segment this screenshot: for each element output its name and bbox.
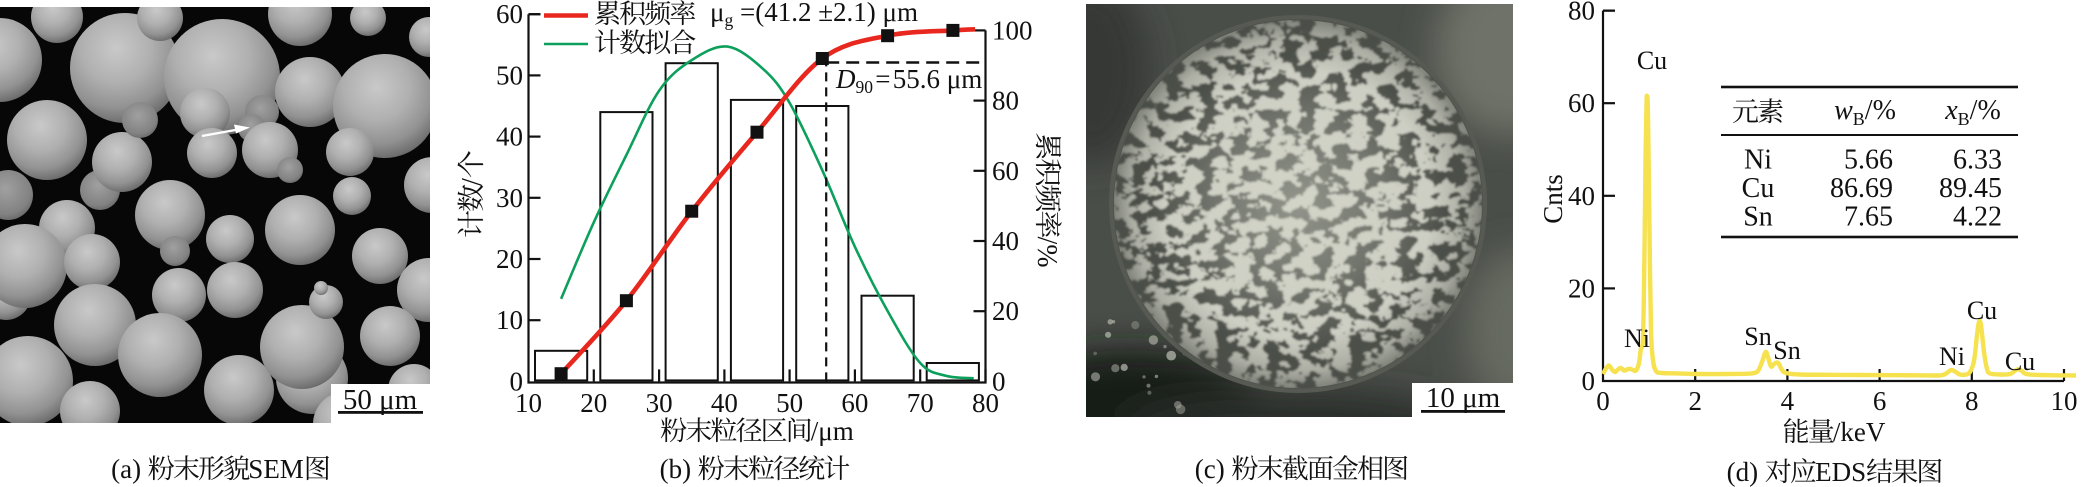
svg-text:10 μm: 10 μm — [1426, 382, 1501, 414]
svg-text:(c): (c) — [1195, 454, 1225, 484]
svg-text:60: 60 — [841, 388, 868, 418]
svg-text:Ni: Ni — [1939, 342, 1965, 371]
svg-text:SEM: SEM — [248, 454, 304, 484]
svg-text:wB/%: wB/% — [1834, 95, 1896, 129]
svg-text:5.66: 5.66 — [1844, 145, 1893, 176]
svg-text:Cu: Cu — [1967, 296, 1997, 325]
svg-text:50 μm: 50 μm — [343, 384, 418, 416]
svg-text:/: / — [457, 178, 488, 186]
svg-text:30: 30 — [646, 388, 673, 418]
svg-text:20: 20 — [496, 244, 523, 274]
svg-text:6: 6 — [1873, 386, 1887, 416]
svg-text:xB/%: xB/% — [1944, 95, 2001, 129]
svg-text:10: 10 — [2051, 386, 2078, 416]
svg-text:0: 0 — [1596, 386, 1610, 416]
svg-text:6.33: 6.33 — [1953, 145, 2002, 176]
svg-text:50: 50 — [776, 388, 803, 418]
svg-text:(a): (a) — [111, 454, 141, 484]
svg-text:Ni: Ni — [1744, 145, 1772, 176]
svg-text:(d): (d) — [1727, 457, 1758, 487]
svg-text:4.22: 4.22 — [1953, 202, 2002, 233]
svg-text:8: 8 — [1965, 386, 1979, 416]
svg-text:50: 50 — [496, 60, 523, 90]
svg-text:60: 60 — [496, 0, 523, 29]
svg-text:Sn: Sn — [1773, 336, 1800, 365]
svg-text:Cu: Cu — [1637, 46, 1667, 75]
svg-text:20: 20 — [992, 296, 1019, 326]
svg-text:/%: /% — [1031, 237, 1062, 268]
svg-text:40: 40 — [992, 226, 1019, 256]
svg-text:100: 100 — [992, 15, 1033, 45]
svg-text:/keV: /keV — [1833, 417, 1886, 447]
svg-text:10: 10 — [496, 305, 523, 335]
svg-text:μg =(41.2 ±2.1) μm: μg =(41.2 ±2.1) μm — [710, 0, 918, 30]
svg-text:0: 0 — [1582, 366, 1596, 396]
svg-text:89.45: 89.45 — [1939, 173, 2002, 204]
svg-text:80: 80 — [1568, 0, 1595, 26]
svg-text:20: 20 — [580, 388, 607, 418]
svg-text:40: 40 — [496, 122, 523, 152]
svg-text:40: 40 — [1568, 181, 1595, 211]
svg-text:80: 80 — [992, 86, 1019, 116]
svg-text:20: 20 — [1568, 273, 1595, 303]
svg-text:D90 = 55.6 μm: D90 = 55.6 μm — [835, 64, 982, 97]
svg-text:60: 60 — [1568, 88, 1595, 118]
svg-text:80: 80 — [972, 388, 999, 418]
svg-text:EDS: EDS — [1815, 457, 1866, 487]
svg-text:10: 10 — [515, 388, 542, 418]
svg-text:Ni: Ni — [1624, 324, 1650, 353]
svg-text:4: 4 — [1781, 386, 1795, 416]
svg-text:0: 0 — [510, 366, 524, 396]
svg-text:(b): (b) — [660, 454, 691, 484]
svg-text:30: 30 — [496, 183, 523, 213]
svg-text:Cu: Cu — [1742, 173, 1775, 204]
svg-text:86.69: 86.69 — [1830, 173, 1893, 204]
svg-text:Cu: Cu — [2005, 347, 2035, 376]
svg-text:Sn: Sn — [1743, 202, 1773, 233]
svg-text:7.65: 7.65 — [1844, 202, 1893, 233]
svg-text:70: 70 — [907, 388, 934, 418]
svg-text:2: 2 — [1688, 386, 1702, 416]
svg-text:40: 40 — [711, 388, 738, 418]
svg-text:Sn: Sn — [1744, 322, 1771, 351]
svg-text:Cnts: Cnts — [1538, 174, 1568, 224]
svg-text:/μm: /μm — [811, 416, 854, 446]
svg-text:0: 0 — [992, 366, 1006, 396]
svg-text:60: 60 — [992, 156, 1019, 186]
